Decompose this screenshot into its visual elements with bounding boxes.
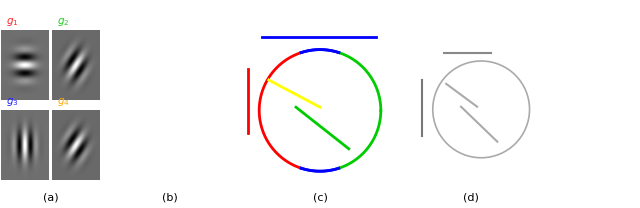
- Text: $g_4$: $g_4$: [58, 96, 70, 108]
- Text: (c): (c): [312, 193, 328, 203]
- Text: (b): (b): [162, 193, 177, 203]
- Text: $g_1$: $g_1$: [6, 16, 19, 28]
- Text: $g_2$: $g_2$: [58, 16, 70, 28]
- Text: (d): (d): [463, 193, 479, 203]
- Text: (a): (a): [43, 193, 58, 203]
- Text: $g_3$: $g_3$: [6, 96, 19, 108]
